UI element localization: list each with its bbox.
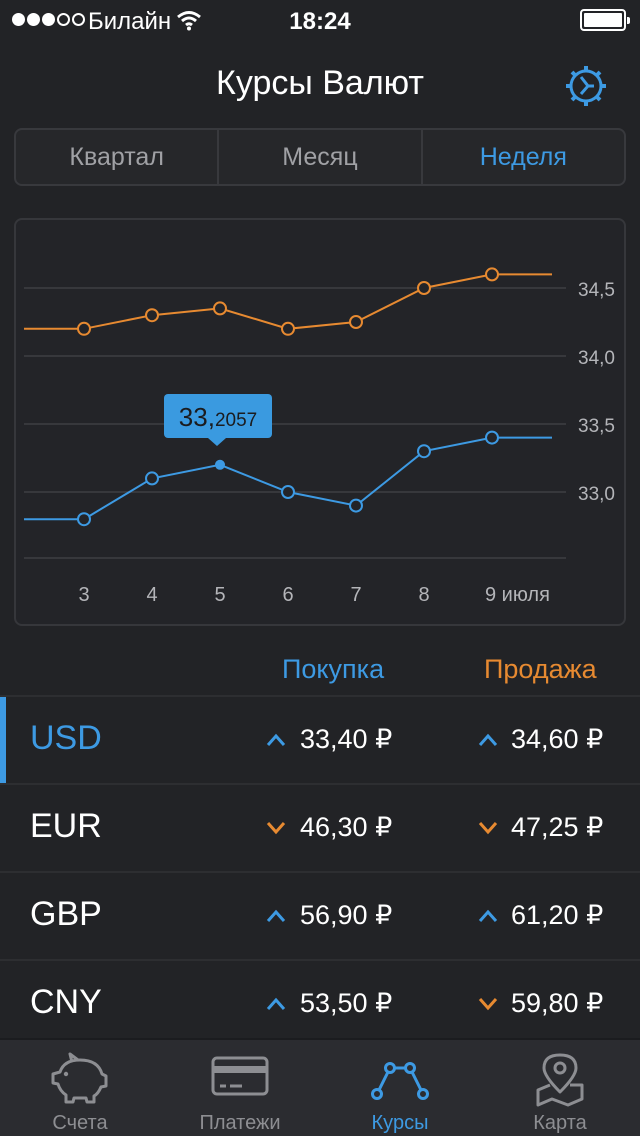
x-tick-label: 3 [78,584,89,606]
y-tick-label: 33,0 [578,484,615,505]
segment-week[interactable]: Неделя [420,130,624,184]
x-tick-label: 7 [350,584,361,606]
rate-chart[interactable]: 34,5 34,0 33,5 33,0 3 4 5 6 7 8 9 июля [14,218,626,626]
data-point [485,430,499,445]
status-time: 18:24 [289,8,351,35]
carrier-name: Билайн [88,8,172,35]
data-point [349,498,363,513]
data-point [417,281,431,295]
x-tick-label: 5 [214,584,225,606]
x-tick-label: 8 [418,584,429,606]
sell-trend-down-icon [478,997,498,1016]
status-bar: Билайн 18:24 [0,0,640,40]
map-pin-icon [536,1053,584,1107]
y-tick-label: 34,5 [578,280,615,301]
data-point [281,485,295,499]
sell-column-header: Продажа [484,654,597,684]
tab-rates[interactable]: Курсы [320,1040,480,1136]
chart-tooltip: 33, 2057 [164,394,272,446]
data-point [485,267,499,282]
data-point [145,308,159,323]
data-point [213,301,227,316]
buy-trend-up-icon [266,997,286,1016]
rate-row-cny[interactable]: CNY 53,50 ₽ 59,80 ₽ [0,959,640,1047]
tab-label: Карта [533,1112,587,1134]
segment-month[interactable]: Месяц [217,130,420,184]
tab-payments[interactable]: Платежи [160,1040,320,1136]
sell-rate: 47,25 ₽ [511,812,604,842]
page-title: Курсы Валют [216,64,424,102]
sell-rate: 59,80 ₽ [511,988,604,1018]
buy-rate: 53,50 ₽ [300,988,393,1018]
wifi-icon [177,11,201,31]
buy-column-header: Покупка [282,654,385,684]
highlight-point [215,459,225,470]
tab-label: Курсы [371,1112,429,1134]
tab-bar: Счета Платежи Курсы Карта [0,1038,640,1136]
sell-trend-up-icon [478,909,498,928]
sell-trend-up-icon [478,733,498,752]
data-point [77,321,91,336]
series-line [24,436,552,521]
buy-trend-down-icon [266,821,286,840]
currency-code: CNY [30,983,102,1021]
segment-quarter[interactable]: Квартал [69,142,164,171]
tab-label: Счета [52,1112,108,1134]
tab-accounts[interactable]: Счета [0,1040,160,1136]
data-point [281,321,295,336]
chart-canvas: 34,5 34,0 33,5 33,0 3 4 5 6 7 8 9 июля [24,267,615,606]
buy-rate: 33,40 ₽ [300,724,393,754]
sell-rate: 34,60 ₽ [511,724,604,754]
battery-icon [580,9,630,31]
rate-row-gbp[interactable]: GBP 56,90 ₽ 61,20 ₽ [0,871,640,959]
tooltip-value-frac: 2057 [214,410,258,431]
rates-chart-icon [371,1062,429,1100]
buy-rate: 56,90 ₽ [300,900,393,930]
settings-clock-icon[interactable] [564,64,608,108]
buy-trend-up-icon [266,733,286,752]
x-tick-label: 9 июля [485,584,550,606]
currency-code: USD [30,719,102,757]
sell-rate: 61,20 ₽ [511,900,604,930]
data-point [145,471,159,486]
x-tick-label: 6 [282,584,293,606]
tooltip-value-int: 33, [178,402,215,432]
data-point [77,512,91,527]
piggy-bank-icon [51,1052,108,1104]
currency-code: GBP [30,895,102,933]
series-line [24,273,552,330]
currency-code: EUR [30,807,102,845]
credit-card-icon [211,1056,269,1096]
period-selector: Квартал Месяц Неделя [14,128,626,186]
sell-trend-down-icon [478,821,498,840]
rates-list: USD 33,40 ₽ 34,60 ₽ EUR 46,30 ₽ 47,25 ₽ GBP 56,… [0,695,640,1047]
x-tick-label: 4 [146,584,157,606]
tab-label: Платежи [199,1112,281,1134]
data-point [417,444,431,459]
rate-row-eur[interactable]: EUR 46,30 ₽ 47,25 ₽ [0,783,640,871]
buy-rate: 46,30 ₽ [300,812,393,842]
rate-row-usd[interactable]: USD 33,40 ₽ 34,60 ₽ [0,695,640,783]
y-tick-label: 33,5 [578,416,615,437]
signal-strength-icon [12,13,85,26]
y-tick-label: 34,0 [578,348,615,369]
tab-map[interactable]: Карта [480,1040,640,1136]
data-point [349,315,363,329]
buy-trend-up-icon [266,909,286,928]
